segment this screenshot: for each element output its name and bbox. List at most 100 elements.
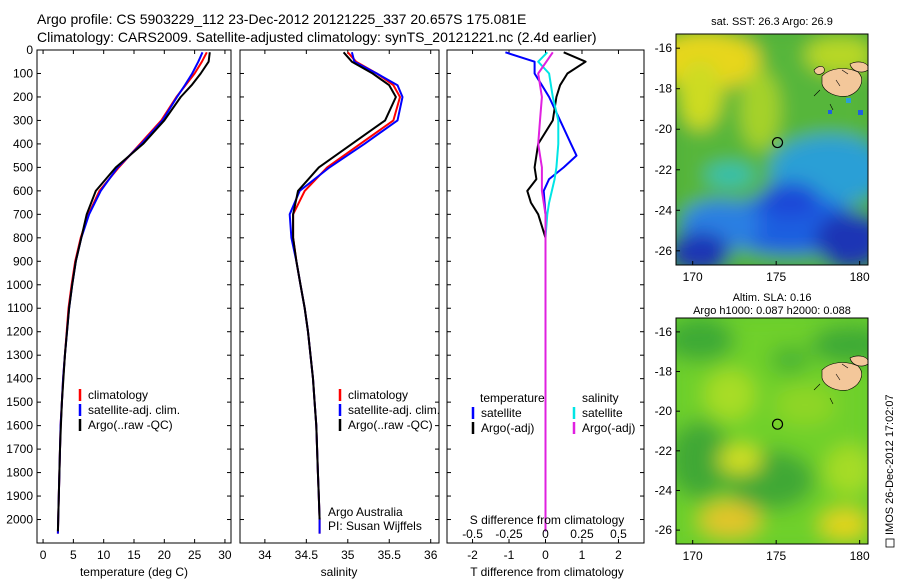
top-tick-label: 0: [542, 527, 549, 541]
series-line-temperature-argo-adj-: [526, 51, 587, 532]
sla-map-axes: [675, 317, 869, 545]
xtick-label: -1: [504, 548, 515, 562]
header-line2: Climatology: CARS2009. Satellite-adjuste…: [37, 29, 597, 45]
map-ytick-label: -24: [655, 203, 673, 217]
map-xtick-label: 170: [683, 270, 703, 284]
top-tick-label: 0.5: [610, 527, 627, 541]
xtick-label: 35: [341, 548, 355, 562]
series-line-salinity-satellite: [537, 51, 560, 532]
sst-land: [813, 61, 868, 115]
salinity-axes: [239, 49, 440, 544]
difference-top-label: S difference from climatology: [470, 513, 625, 527]
legend-entry: salinity: [582, 391, 619, 405]
ytick-label: 200: [13, 90, 33, 104]
xtick-label: 1: [579, 548, 586, 562]
map-ytick-label: -16: [655, 325, 673, 339]
xtick-label: 15: [127, 548, 141, 562]
imos-logo-icon: [885, 538, 895, 548]
series-line-salinity-argo-adj-: [537, 51, 554, 532]
map-ytick-label: -16: [655, 41, 673, 55]
legend-entry: Argo(-adj): [582, 421, 635, 435]
temperature-xticks: 0 5 10 15 20 25 30: [40, 50, 232, 562]
temperature-yticks: 0 100 200 300 400 500 600 700 800 900 1000 1100 1200…: [6, 43, 231, 527]
ytick-label: 1600: [6, 419, 33, 433]
difference-xticks: -2 -1 0 1 2: [467, 50, 622, 562]
map-xtick-label: 180: [850, 549, 870, 563]
legend-entry: climatology: [348, 388, 408, 402]
legend-entry: Argo(-adj): [481, 421, 534, 435]
ytick-label: 1700: [6, 442, 33, 456]
ytick-label: 1300: [6, 348, 33, 362]
sst-map-image: [676, 34, 868, 265]
ytick-label: 2000: [6, 513, 33, 527]
map-ytick-label: -20: [655, 122, 673, 136]
xtick-label: 34: [258, 548, 272, 562]
sla-map-ticks: 170 175 180 -16 -18 -20 -22 -24 -26: [655, 325, 870, 563]
xtick-label: 0: [542, 548, 549, 562]
temperature-lines: [56, 51, 211, 534]
map-ytick-label: -18: [655, 82, 673, 96]
ytick-label: 1400: [6, 372, 33, 386]
temperature-xlabel: temperature (deg C): [80, 565, 188, 579]
ytick-label: 1100: [7, 301, 33, 315]
vertical-credit: IMOS 26-Dec-2012 17:02:07: [884, 394, 896, 535]
difference-legend: temperaturesatelliteArgo(-adj)salinitysa…: [471, 391, 635, 435]
ytick-label: 500: [13, 160, 33, 174]
ytick-label: 1900: [6, 489, 33, 503]
xtick-label: 2: [615, 548, 622, 562]
map-xtick-label: 170: [683, 549, 703, 563]
ytick-label: 1000: [6, 278, 33, 292]
sst-map-axes: [675, 33, 869, 266]
xtick-label: 10: [97, 548, 111, 562]
ytick-label: 700: [13, 207, 33, 221]
difference-yticks: [447, 49, 644, 521]
sla-land: [813, 355, 868, 405]
salinity-annotation-line1: Argo Australia: [328, 505, 403, 519]
legend-entry: satellite-adj. clim.: [348, 403, 440, 417]
map-ytick-label: -20: [655, 404, 673, 418]
salinity-panel: 34 34.5 35 35.5 36 climatologysatellite-adj.…: [239, 49, 440, 579]
sla-map-image: [676, 318, 868, 544]
difference-panel: -2 -1 0 1 2 temperaturesatelliteArgo(-adj)sa…: [446, 49, 645, 579]
temperature-axes: [36, 49, 232, 544]
legend-entry: satellite-adj. clim.: [88, 403, 180, 417]
sst-map-ticks: 170 175 180 -16 -18 -20 -22 -24 -26: [655, 41, 870, 284]
legend-entry: climatology: [88, 388, 148, 402]
legend-entry: temperature: [480, 391, 545, 405]
legend-entry: satellite: [481, 406, 522, 420]
map-xtick-label: 180: [850, 270, 870, 284]
map-ytick-label: -22: [655, 163, 673, 177]
salinity-annotation-line2: PI: Susan Wijffels: [328, 519, 422, 533]
ytick-label: 800: [13, 231, 33, 245]
ytick-label: 0: [26, 43, 33, 57]
xtick-label: 5: [70, 548, 77, 562]
xtick-label: 20: [158, 548, 172, 562]
map-xtick-label: 175: [766, 270, 786, 284]
map-ytick-label: -24: [655, 483, 673, 497]
series-line-argo-raw-qc-: [292, 51, 397, 520]
temperature-panel: 0100200300400500600700800900100011001200…: [6, 43, 232, 579]
ytick-label: 100: [13, 66, 33, 80]
map-xtick-label: 175: [766, 549, 786, 563]
sla-map-panel: Altim. SLA: 0.16 Argo h1000: 0.087 h2000…: [655, 292, 870, 563]
ytick-label: 1800: [6, 466, 33, 480]
xtick-label: 25: [188, 548, 202, 562]
xtick-label: 35.5: [378, 548, 402, 562]
salinity-yticks: [240, 49, 439, 521]
top-tick-label: -0.25: [495, 527, 523, 541]
xtick-label: 0: [40, 548, 47, 562]
xtick-label: 34.5: [295, 548, 319, 562]
difference-top-ticks: -0.5 -0.25 0 0.25 0.5: [462, 527, 627, 541]
top-tick-label: -0.5: [462, 527, 483, 541]
difference-xlabel: T difference from climatology: [470, 565, 624, 579]
sst-map-title: sat. SST: 26.3 Argo: 26.9: [711, 16, 833, 28]
header-line1: Argo profile: CS 5903229_112 23-Dec-2012…: [37, 11, 526, 27]
legend-entry: satellite: [582, 406, 623, 420]
ytick-label: 1200: [6, 325, 33, 339]
difference-lines: [505, 51, 587, 532]
map-ytick-label: -18: [655, 365, 673, 379]
legend-entry: Argo(..raw -QC): [88, 418, 173, 432]
